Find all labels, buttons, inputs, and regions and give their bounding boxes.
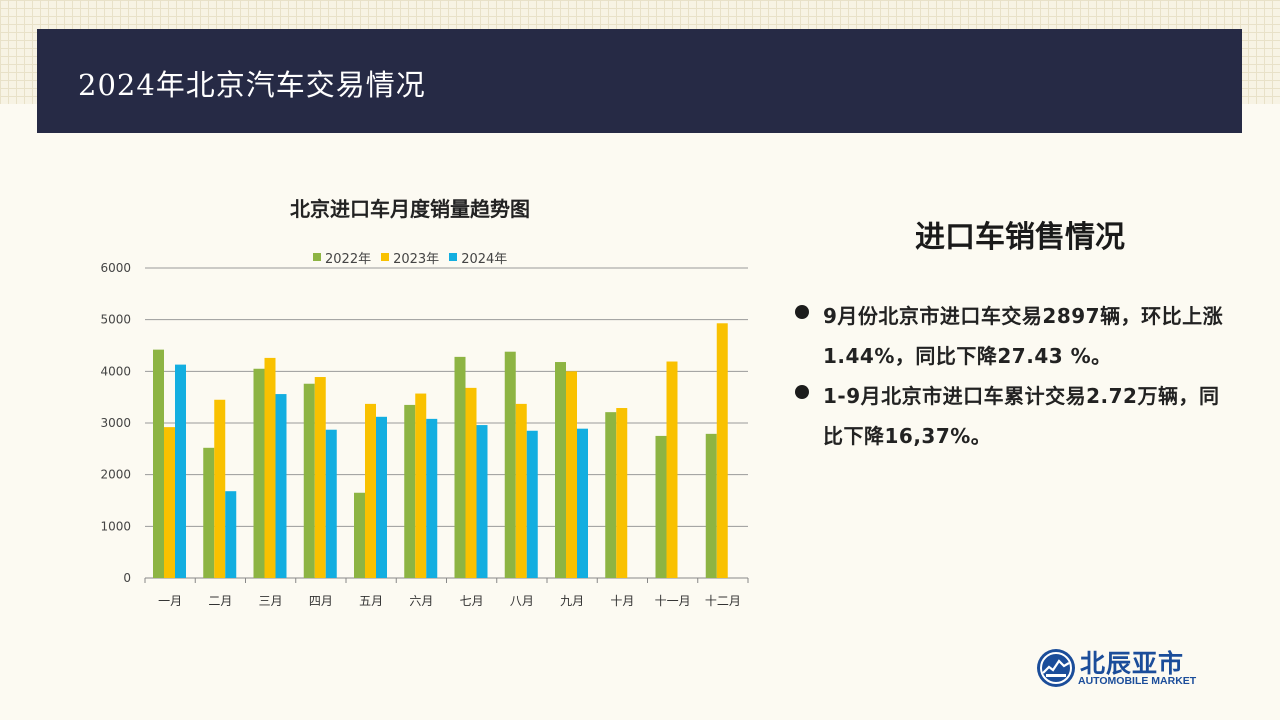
bullet-dot-icon (795, 385, 809, 399)
title-banner (37, 29, 1242, 133)
y-tick-label: 5000 (100, 313, 131, 327)
legend-item-2024: 2024年 (449, 248, 507, 267)
x-tick-label: 十月 (610, 594, 634, 608)
x-tick-label: 五月 (359, 594, 383, 608)
legend-swatch-2022 (313, 253, 321, 261)
bar (605, 412, 617, 578)
bar (164, 427, 175, 578)
bar (365, 403, 376, 578)
y-tick-label: 2000 (100, 468, 131, 482)
x-tick-label: 十一月 (655, 594, 691, 608)
legend-label-2023: 2023年 (393, 251, 440, 267)
x-tick-label: 四月 (309, 594, 333, 608)
bar (515, 403, 527, 578)
bar (325, 429, 337, 578)
bar (303, 383, 315, 578)
y-tick-label: 3000 (100, 416, 131, 430)
logo-subtitle: AUTOMOBILE MARKET (1078, 675, 1197, 687)
y-tick-label: 6000 (100, 261, 131, 275)
bar (476, 425, 488, 578)
bullet-list: 9月份北京市进口车交易2897辆，环比上涨1.44%，同比下降27.43 %。 … (795, 296, 1225, 456)
y-tick-label: 1000 (100, 519, 131, 533)
bar (454, 356, 466, 578)
bar (705, 433, 717, 578)
x-tick-label: 九月 (560, 594, 584, 608)
bar (175, 364, 186, 578)
x-tick-label: 二月 (208, 594, 232, 608)
legend-swatch-2024 (449, 253, 458, 261)
bar (577, 428, 588, 578)
side-heading: 进口车销售情况 (915, 220, 1125, 255)
bullet-item: 9月份北京市进口车交易2897辆，环比上涨1.44%，同比下降27.43 %。 (795, 296, 1225, 376)
bar (314, 377, 326, 578)
bar (404, 404, 416, 578)
y-tick-label: 4000 (100, 364, 131, 378)
bar (504, 351, 516, 578)
bar (616, 408, 628, 578)
bar (275, 394, 287, 578)
x-tick-label: 七月 (460, 594, 484, 608)
bar (526, 430, 538, 578)
bar (376, 416, 387, 578)
bar (225, 491, 237, 578)
bar (716, 323, 728, 578)
bar (253, 368, 265, 578)
legend-swatch-2023 (381, 253, 390, 261)
x-tick-label: 三月 (259, 594, 283, 608)
bar (354, 492, 365, 578)
legend-label-2024: 2024年 (461, 251, 508, 267)
y-tick-label: 0 (123, 571, 131, 585)
bullet-text: 9月份北京市进口车交易2897辆，环比上涨1.44%，同比下降27.43 %。 (823, 304, 1224, 368)
bar (666, 361, 678, 578)
bar (264, 357, 276, 578)
company-logo: 北辰亚市 AUTOMOBILE MARKET (1037, 647, 1209, 691)
bullet-dot-icon (795, 305, 809, 319)
bar (153, 349, 164, 578)
legend-item-2022: 2022年 (313, 248, 371, 267)
bar (655, 435, 667, 578)
logo-name: 北辰亚市 (1080, 649, 1185, 678)
page-title: 2024年北京汽车交易情况 (78, 68, 426, 102)
bar (426, 418, 438, 578)
chart-title: 北京进口车月度销量趋势图 (290, 197, 530, 221)
x-tick-label: 十二月 (705, 594, 741, 608)
bar (465, 387, 477, 578)
legend-label-2022: 2022年 (325, 251, 372, 267)
bar (214, 399, 226, 578)
bar (555, 362, 566, 578)
bar (203, 447, 215, 578)
x-tick-label: 一月 (158, 594, 182, 608)
bullet-text: 1-9月北京市进口车累计交易2.72万辆，同比下降16,37%。 (823, 384, 1220, 448)
x-tick-label: 八月 (510, 594, 534, 608)
bar (415, 393, 427, 578)
bar (566, 371, 577, 578)
bullet-item: 1-9月北京市进口车累计交易2.72万辆，同比下降16,37%。 (795, 376, 1225, 456)
chart-legend: 2022年 2023年 2024年 (313, 248, 517, 267)
x-tick-label: 六月 (409, 594, 433, 608)
legend-item-2023: 2023年 (381, 248, 439, 267)
logo-emblem-icon (1037, 649, 1075, 687)
